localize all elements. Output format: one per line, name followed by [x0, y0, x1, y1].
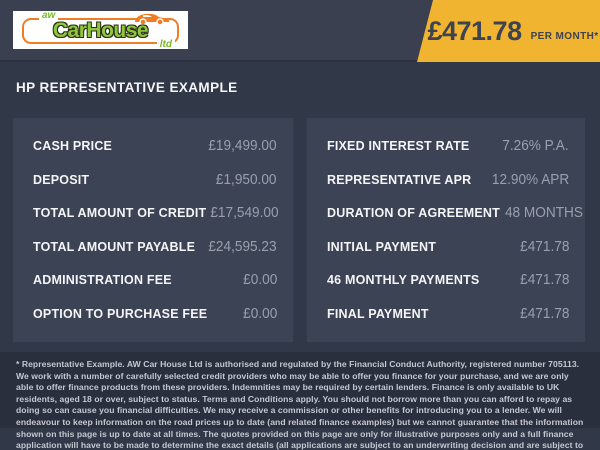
row-label: TOTAL AMOUNT PAYABLE [33, 239, 196, 254]
row-label: FIXED INTEREST RATE [327, 139, 470, 153]
finance-row-apr: REPRESENTATIVE APR 12.90% APR [327, 165, 569, 195]
row-value: 48 MONTHS [504, 205, 583, 222]
row-value: £0.00 [242, 272, 277, 289]
logo-name: CarHouse [52, 19, 149, 42]
row-value: £19,499.00 [208, 138, 277, 154]
finance-row-deposit: DEPOSIT £1,950.00 [33, 165, 277, 195]
row-value: £0.00 [242, 305, 277, 322]
section-title: HP REPRESENTATIVE EXAMPLE [16, 80, 238, 95]
monthly-price-period: PER MONTH* [530, 30, 599, 42]
row-value: £1,950.00 [216, 171, 277, 188]
row-value: £471.78 [519, 272, 569, 289]
finance-row-duration: DURATION OF AGREEMENT 48 MONTHS [327, 198, 583, 228]
finance-row-total-payable: TOTAL AMOUNT PAYABLE £24,595.23 [33, 232, 277, 262]
monthly-price-badge: £471.78 PER MONTH* [417, 0, 600, 62]
row-label: DEPOSIT [33, 172, 90, 187]
finance-panel-left: CASH PRICE £19,499.00 DEPOSIT £1,950.00 … [13, 118, 293, 342]
monthly-price: £471.78 [427, 15, 522, 46]
row-label: DURATION OF AGREEMENT [327, 206, 500, 221]
row-value: 7.26% P.A. [502, 138, 569, 154]
row-label: TOTAL AMOUNT OF CREDIT [33, 206, 207, 221]
disclaimer-text: * Representative Example. AW Car House L… [0, 352, 600, 450]
finance-row-final-payment: FINAL PAYMENT £471.78 [327, 299, 569, 329]
row-value: 12.90% APR [491, 171, 569, 188]
finance-row-purchase-fee: OPTION TO PURCHASE FEE £0.00 [33, 299, 277, 329]
top-bar: aw CarHouse ltd £471.78 PER MONTH* [0, 0, 600, 62]
finance-row-interest-rate: FIXED INTEREST RATE 7.26% P.A. [327, 131, 569, 161]
row-value: £471.78 [519, 305, 569, 322]
finance-row-initial-payment: INITIAL PAYMENT £471.78 [327, 232, 569, 262]
row-label: CASH PRICE [33, 139, 113, 153]
finance-row-total-credit: TOTAL AMOUNT OF CREDIT £17,549.00 [33, 198, 279, 228]
dealer-logo: aw CarHouse ltd [13, 11, 188, 49]
row-label: REPRESENTATIVE APR [327, 172, 472, 187]
row-label: INITIAL PAYMENT [327, 239, 437, 254]
row-label: 46 MONTHLY PAYMENTS [327, 273, 480, 288]
logo-suffix: ltd [156, 39, 175, 49]
row-value: £24,595.23 [208, 238, 277, 255]
finance-row-cash-price: CASH PRICE £19,499.00 [33, 131, 277, 161]
row-label: FINAL PAYMENT [327, 306, 429, 321]
row-value: £17,549.00 [210, 205, 279, 222]
row-label: OPTION TO PURCHASE FEE [33, 306, 208, 321]
logo-prefix: aw [39, 11, 59, 21]
row-label: ADMINISTRATION FEE [33, 273, 172, 288]
logo-frame [22, 18, 179, 44]
finance-row-monthly-payments: 46 MONTHLY PAYMENTS £471.78 [327, 265, 569, 295]
finance-panel-right: FIXED INTEREST RATE 7.26% P.A. REPRESENT… [307, 118, 585, 342]
car-icon [131, 11, 173, 31]
row-value: £471.78 [519, 238, 569, 255]
finance-row-admin-fee: ADMINISTRATION FEE £0.00 [33, 265, 277, 295]
